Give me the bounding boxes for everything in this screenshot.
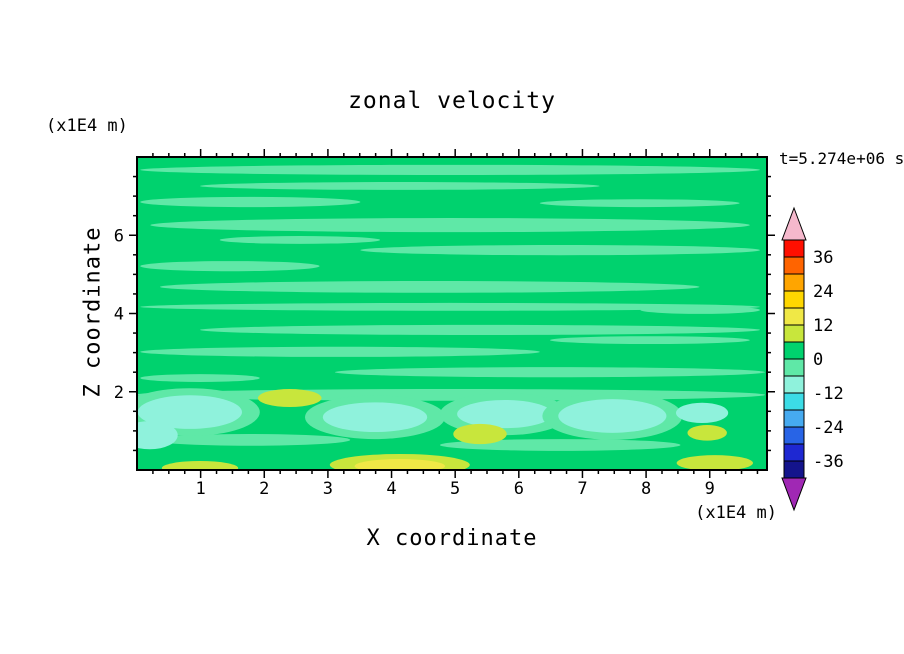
field-streak bbox=[140, 302, 760, 311]
chart-title: zonal velocity bbox=[348, 88, 556, 114]
colorbar-segment bbox=[783, 426, 805, 445]
colorbar-label: 12 bbox=[813, 316, 833, 336]
colorbar-label: 36 bbox=[813, 248, 833, 268]
field-streak bbox=[200, 182, 600, 190]
colorbar-label: -36 bbox=[813, 452, 844, 472]
x-axis-unit-label: (x1E4 m) bbox=[695, 503, 777, 523]
field-blob bbox=[137, 395, 242, 429]
time-annotation: t=5.274e+06 s bbox=[779, 149, 904, 168]
field-streak bbox=[640, 306, 760, 314]
colorbar-label: 24 bbox=[813, 282, 833, 302]
field-blob bbox=[676, 402, 729, 424]
field-streak bbox=[140, 164, 760, 175]
colorbar-label: -12 bbox=[813, 384, 844, 404]
x-tick-label: 4 bbox=[386, 479, 396, 499]
field-blob bbox=[676, 455, 753, 470]
x-tick-label: 5 bbox=[450, 479, 460, 499]
colorbar-segment bbox=[783, 239, 805, 258]
field-streak bbox=[539, 199, 740, 208]
x-tick-label: 6 bbox=[514, 479, 524, 499]
x-tick-label: 8 bbox=[641, 479, 651, 499]
field-blob bbox=[457, 399, 553, 429]
field-streak bbox=[334, 367, 766, 378]
field-streak bbox=[150, 218, 750, 233]
x-axis-title: X coordinate bbox=[366, 526, 538, 551]
x-tick-label: 7 bbox=[577, 479, 587, 499]
field-streak bbox=[140, 374, 260, 382]
x-tick-label: 1 bbox=[196, 479, 206, 499]
field-streak bbox=[439, 439, 681, 451]
colorbar-segment bbox=[783, 392, 805, 411]
field-streak bbox=[550, 336, 750, 345]
field-blob bbox=[137, 421, 178, 450]
field-streak bbox=[219, 236, 381, 244]
colorbar-segment bbox=[783, 256, 805, 275]
y-tick-label: 6 bbox=[114, 226, 124, 246]
y-tick-label: 4 bbox=[114, 305, 124, 325]
y-axis-title: Z coordinate bbox=[80, 226, 106, 398]
field-streak bbox=[140, 196, 361, 208]
field-layer bbox=[137, 157, 767, 470]
colorbar-segment bbox=[783, 273, 805, 292]
field-blob bbox=[453, 423, 507, 445]
field-streak bbox=[200, 324, 760, 336]
field-blob bbox=[558, 399, 667, 433]
colorbar-segment bbox=[783, 290, 805, 309]
y-tick-label: 2 bbox=[114, 383, 124, 403]
colorbar-segment bbox=[783, 324, 805, 343]
axes-tick-labels: 1 2 3 4 5 6 7 8 9 2 4 6 bbox=[114, 226, 715, 499]
colorbar-segment bbox=[783, 443, 805, 462]
axes-ticks bbox=[129, 149, 775, 478]
field-blob bbox=[257, 389, 322, 408]
field-streak bbox=[140, 261, 320, 272]
colorbar-segment bbox=[783, 307, 805, 326]
colorbar-under-arrow bbox=[781, 477, 807, 512]
field-streak bbox=[150, 434, 351, 446]
y-axis-unit-label: (x1E4 m) bbox=[46, 116, 128, 136]
colorbar-label: 0 bbox=[813, 350, 823, 370]
x-tick-label: 3 bbox=[323, 479, 333, 499]
colorbar-segment bbox=[783, 409, 805, 428]
colorbar-segment bbox=[783, 375, 805, 394]
field-streak bbox=[140, 346, 540, 357]
colorbar: 36 24 12 0 -12 -24 -36 bbox=[781, 206, 844, 512]
x-tick-label: 9 bbox=[705, 479, 715, 499]
x-tick-label: 2 bbox=[259, 479, 269, 499]
field-streak bbox=[360, 245, 760, 256]
colorbar-segment bbox=[783, 460, 805, 479]
field-streak bbox=[159, 281, 700, 293]
field-blob bbox=[687, 425, 727, 441]
field-blob bbox=[354, 459, 445, 470]
colorbar-label: -24 bbox=[813, 418, 844, 438]
colorbar-segment bbox=[783, 358, 805, 377]
field-blob bbox=[322, 402, 428, 433]
colorbar-segment bbox=[783, 341, 805, 360]
field-blob bbox=[161, 461, 239, 470]
colorbar-over-arrow bbox=[781, 206, 807, 241]
